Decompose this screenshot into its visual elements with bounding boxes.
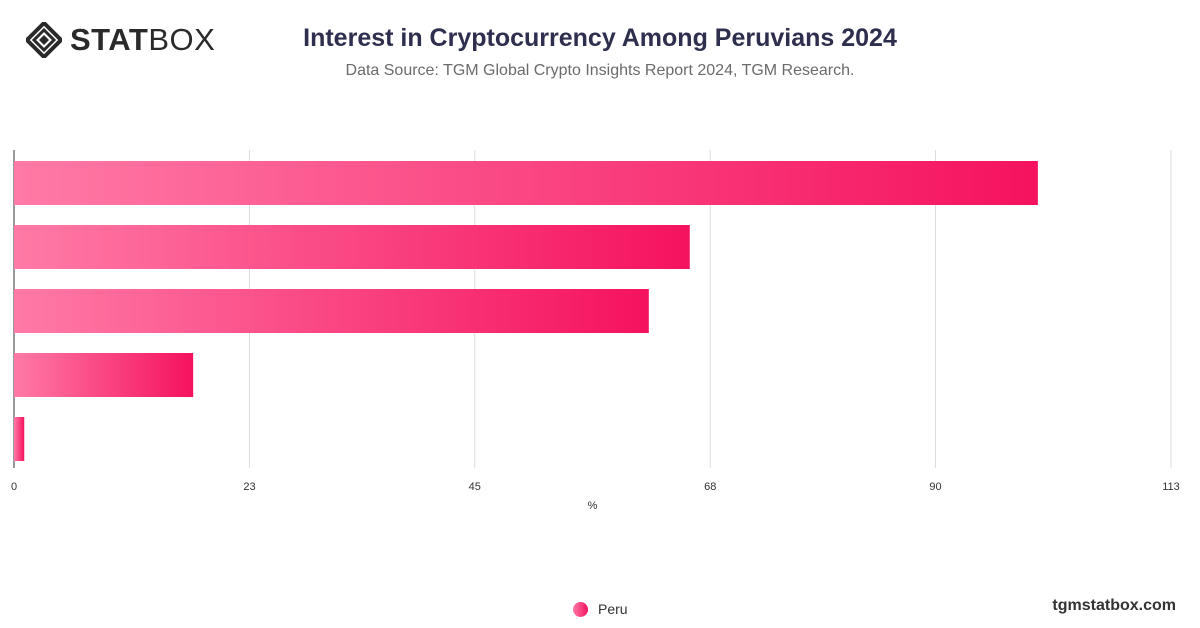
- bar: [14, 161, 1038, 205]
- chart-title: Interest in Cryptocurrency Among Peruvia…: [303, 24, 897, 52]
- bar: [14, 289, 649, 333]
- logo-text-bold: STAT: [70, 22, 149, 57]
- chart-subtitle: Data Source: TGM Global Crypto Insights …: [345, 62, 855, 79]
- x-tick-label: 23: [243, 481, 255, 493]
- x-axis-title: %: [588, 500, 598, 512]
- logo-text-light: BOX: [148, 22, 216, 57]
- x-tick-label: 45: [469, 481, 481, 493]
- x-tick-label: 68: [704, 481, 716, 493]
- legend[interactable]: Peru: [573, 601, 628, 617]
- x-tick-label: 0: [11, 481, 17, 493]
- x-tick-label: 113: [1162, 481, 1180, 493]
- statbox-logo: STATBOX: [26, 22, 215, 58]
- bar: [14, 353, 194, 397]
- site-credit: tgmstatbox.com: [1052, 597, 1176, 614]
- logo-wordmark: STATBOX: [70, 22, 215, 58]
- bar: [14, 225, 690, 269]
- x-tick-label: 90: [929, 481, 941, 493]
- legend-label: Peru: [598, 601, 628, 617]
- statbox-diamond-icon: [26, 22, 62, 58]
- legend-marker: [573, 601, 588, 617]
- bar: [14, 417, 25, 461]
